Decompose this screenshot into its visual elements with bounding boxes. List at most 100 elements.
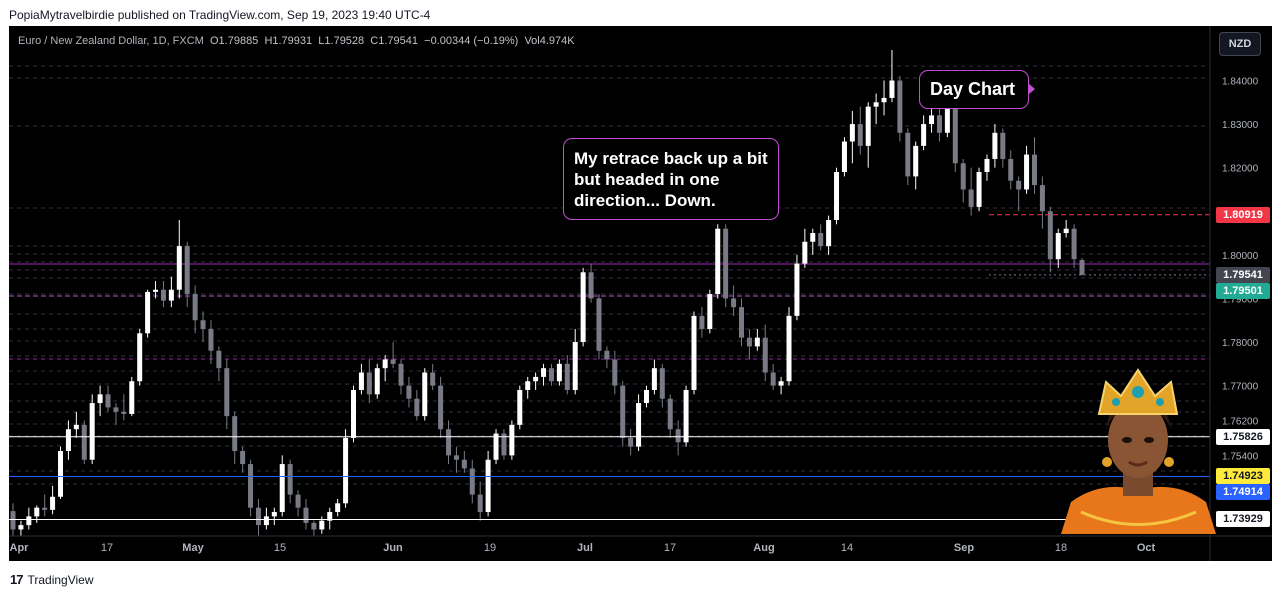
- candle-body: [754, 337, 760, 347]
- candle-body: [794, 263, 800, 316]
- candle-body: [818, 233, 824, 247]
- candle-body: [89, 403, 95, 460]
- time-tick-label: 19: [484, 542, 496, 554]
- price-tick-label: 1.75400: [1222, 451, 1259, 462]
- price-tick-label: 1.76200: [1222, 416, 1259, 427]
- chart-area[interactable]: 1.850001.840001.830001.820001.810001.800…: [9, 26, 1272, 561]
- candle-body: [121, 411, 127, 414]
- candle-body: [105, 394, 111, 408]
- candle-body: [271, 512, 277, 517]
- candle-body: [10, 511, 16, 530]
- currency-button[interactable]: NZD: [1219, 32, 1261, 56]
- candle-body: [770, 372, 776, 386]
- candle-body: [414, 398, 420, 417]
- candle-body: [525, 381, 531, 390]
- candle-body: [469, 468, 475, 495]
- candle-body: [137, 333, 143, 382]
- ohlc-legend: Euro / New Zealand Dollar, 1D, FXCM O1.7…: [18, 35, 575, 47]
- candle-body: [905, 132, 911, 177]
- volume-value: Vol4.974K: [524, 35, 575, 47]
- candle-body: [548, 368, 554, 382]
- candle-body: [145, 291, 151, 334]
- candle-body: [841, 141, 847, 173]
- candle-body: [731, 298, 737, 308]
- avatar-image: [1061, 368, 1216, 534]
- price-chart[interactable]: 1.850001.840001.830001.820001.810001.800…: [9, 26, 1272, 561]
- candle-body: [232, 416, 238, 451]
- candle-body: [707, 294, 713, 329]
- time-tick-label: May: [182, 542, 204, 554]
- candle-body: [18, 525, 24, 530]
- candle-body: [675, 429, 681, 443]
- candle-body: [849, 124, 855, 142]
- price-tick-label: 1.79000: [1222, 294, 1259, 305]
- candle-body: [643, 389, 649, 404]
- candle-body: [335, 503, 341, 513]
- time-tick-label: 17: [664, 542, 676, 554]
- time-axis[interactable]: Apr 17 May 15 Jun 19 Jul 17 Aug 14 Sep 18 Oct: [10, 542, 1156, 554]
- symbol-title: Euro / New Zealand Dollar, 1D, FXCM: [18, 35, 204, 47]
- candle-body: [533, 376, 539, 382]
- candle-body: [936, 115, 942, 133]
- candle-body: [509, 424, 515, 456]
- candle-body: [366, 372, 372, 395]
- candle-body: [620, 385, 626, 438]
- candle-body: [659, 368, 665, 399]
- retrace-annotation[interactable]: My retrace back up a bit but headed in o…: [563, 138, 779, 220]
- candle-body: [968, 189, 974, 207]
- candle-body: [651, 368, 657, 390]
- time-tick-label: 15: [274, 542, 286, 554]
- candle-body: [1079, 260, 1085, 275]
- candle-body: [129, 381, 135, 414]
- candle-body: [596, 298, 602, 351]
- candle-body: [113, 407, 119, 412]
- time-tick-label: 17: [101, 542, 113, 554]
- candle-body: [216, 350, 222, 369]
- time-tick-label: Aug: [753, 542, 774, 554]
- candle-body: [192, 294, 198, 321]
- candle-body: [746, 337, 752, 347]
- candle-body: [153, 289, 159, 292]
- candle-body: [485, 459, 491, 513]
- candle-body: [834, 172, 840, 220]
- price-tick-label: 1.78000: [1222, 338, 1259, 349]
- candle-body: [683, 389, 689, 443]
- time-tick-label: 18: [1055, 542, 1067, 554]
- candle-body: [628, 437, 634, 447]
- candle-body: [564, 363, 570, 390]
- candle-body: [374, 368, 380, 395]
- candle-body: [398, 363, 404, 386]
- candle-body: [762, 337, 768, 373]
- price-label: 1.74914: [1216, 484, 1270, 501]
- candle-body: [406, 385, 412, 399]
- footer-brand[interactable]: 17 TradingView: [10, 572, 94, 587]
- candle-body: [42, 507, 48, 510]
- candle-body: [889, 80, 895, 98]
- candle-body: [976, 172, 982, 207]
- candle-body: [327, 512, 333, 521]
- candle-body: [715, 228, 721, 295]
- candle-body: [944, 106, 950, 133]
- close-value: C1.79541: [370, 35, 419, 47]
- candle-body: [517, 389, 523, 425]
- candle-body: [240, 451, 246, 465]
- price-axis[interactable]: 1.850001.840001.830001.820001.810001.800…: [1222, 33, 1259, 462]
- price-tick-label: 1.80000: [1222, 251, 1259, 262]
- price-tick-label: 1.84000: [1222, 76, 1259, 87]
- candle-body: [224, 368, 230, 417]
- change-value: −0.00344 (−0.19%): [424, 35, 519, 47]
- horizontal-lines: [9, 214, 1210, 520]
- time-tick-label: Sep: [954, 542, 974, 554]
- candle-body: [438, 385, 444, 430]
- day-chart-annotation[interactable]: Day Chart: [919, 70, 1035, 109]
- price-label: 1.73929: [1216, 511, 1270, 528]
- candle-body: [446, 429, 452, 456]
- candle-body: [295, 494, 301, 508]
- time-tick-label: Oct: [1137, 542, 1156, 554]
- candle-body: [358, 372, 364, 390]
- candle-body: [1000, 132, 1006, 159]
- price-label: 1.75826: [1216, 428, 1270, 445]
- candle-body: [73, 424, 79, 430]
- candle-body: [303, 507, 309, 523]
- candle-body: [881, 97, 887, 103]
